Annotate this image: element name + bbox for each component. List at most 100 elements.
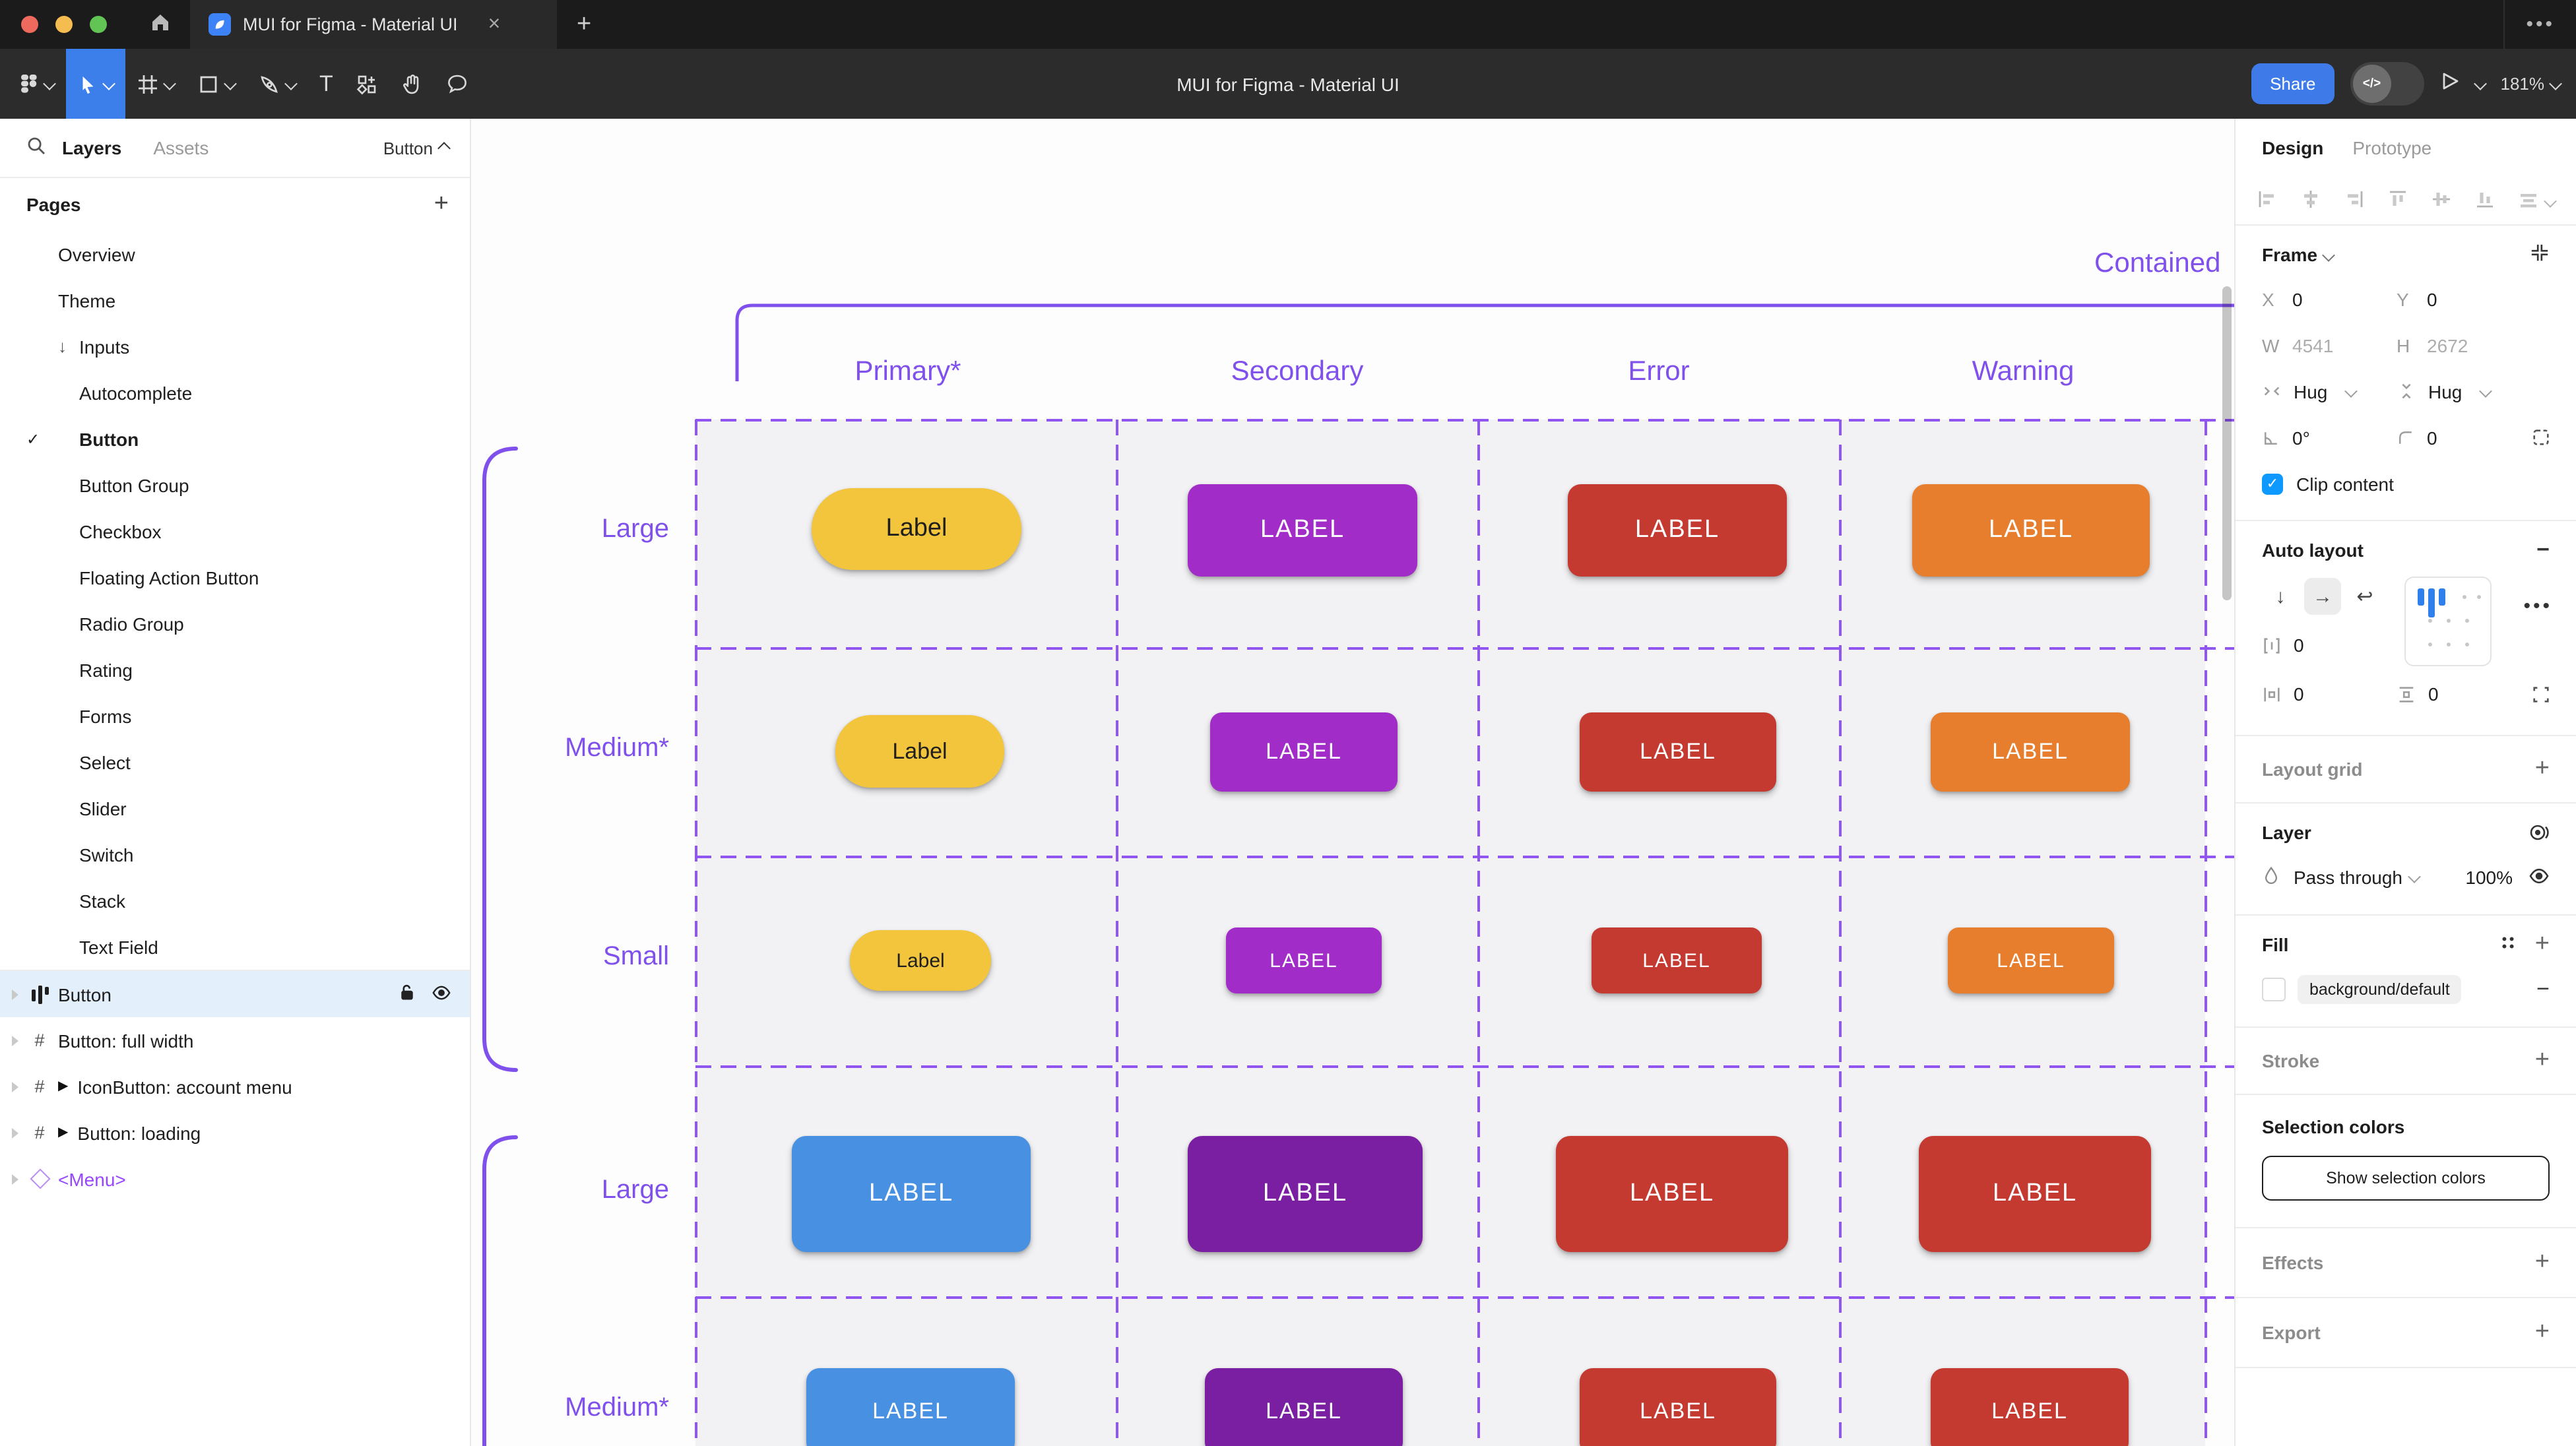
share-button[interactable]: Share: [2251, 63, 2334, 104]
mui-button[interactable]: LABEL: [1912, 484, 2150, 577]
blend-mode-dropdown[interactable]: Pass through: [2294, 867, 2420, 888]
page-item[interactable]: Theme: [0, 277, 470, 323]
distribute-icon[interactable]: [2518, 190, 2557, 211]
mui-button[interactable]: Label: [850, 930, 991, 991]
height-field[interactable]: H 2672: [2397, 334, 2468, 356]
eye-icon[interactable]: [2528, 865, 2550, 890]
close-tab-icon[interactable]: ×: [488, 13, 501, 35]
page-item[interactable]: Rating: [0, 646, 470, 693]
layer-opacity-field[interactable]: 100%: [2465, 867, 2513, 888]
mui-button[interactable]: LABEL: [1226, 927, 1382, 993]
align-bottom-icon[interactable]: [2474, 188, 2496, 213]
page-item[interactable]: Select: [0, 739, 470, 785]
window-more-icon[interactable]: •••: [2503, 0, 2576, 49]
horizontal-sizing-dropdown[interactable]: Hug: [2262, 381, 2397, 402]
page-item[interactable]: Slider: [0, 785, 470, 831]
page-item[interactable]: Radio Group: [0, 600, 470, 646]
page-item[interactable]: ✓ Button: [0, 416, 470, 462]
fill-token-chip[interactable]: background/default: [2298, 975, 2462, 1004]
add-stroke-button[interactable]: +: [2534, 1046, 2550, 1074]
mui-button[interactable]: Label: [812, 488, 1021, 570]
disclosure-chevron-icon[interactable]: [12, 1081, 18, 1092]
rotation-field[interactable]: 0°: [2262, 427, 2397, 448]
page-item[interactable]: Forms: [0, 693, 470, 739]
styles-icon[interactable]: [2499, 934, 2517, 955]
row-header[interactable]: Large: [601, 1176, 669, 1205]
blend-mode-icon[interactable]: [2528, 822, 2550, 843]
add-fill-button[interactable]: +: [2534, 930, 2550, 958]
shape-tool-button[interactable]: [186, 49, 247, 119]
disclosure-chevron-icon[interactable]: [12, 1035, 18, 1046]
layer-row[interactable]: <Menu>: [0, 1156, 470, 1202]
mui-button[interactable]: LABEL: [1919, 1136, 2151, 1252]
mui-button[interactable]: Label: [835, 715, 1004, 788]
disclosure-chevron-icon[interactable]: [12, 989, 18, 999]
vertical-sizing-dropdown[interactable]: Hug: [2397, 381, 2531, 402]
individual-padding-icon[interactable]: [2531, 684, 2551, 704]
move-tool-button[interactable]: [66, 49, 125, 119]
fill-color-swatch[interactable]: [2262, 978, 2286, 1001]
row-header[interactable]: Large: [601, 515, 669, 544]
layer-row[interactable]: # ▶ Button: loading: [0, 1110, 470, 1156]
align-center-h-icon[interactable]: [2300, 188, 2321, 213]
vertical-padding-field[interactable]: 0: [2397, 683, 2531, 705]
page-item[interactable]: ↓ Inputs: [0, 323, 470, 369]
add-page-button[interactable]: +: [434, 190, 449, 218]
column-header[interactable]: Error: [1628, 356, 1690, 387]
page-item[interactable]: Button Group: [0, 462, 470, 508]
add-layout-grid-button[interactable]: +: [2534, 755, 2550, 782]
mui-button[interactable]: LABEL: [1205, 1368, 1403, 1446]
page-item[interactable]: Floating Action Button: [0, 554, 470, 600]
layer-row[interactable]: # ▶ IconButton: account menu: [0, 1063, 470, 1110]
collapse-icon[interactable]: [2530, 243, 2550, 267]
search-icon[interactable]: [26, 136, 46, 160]
zoom-window-button[interactable]: [90, 16, 107, 33]
dev-mode-toggle[interactable]: </>: [2350, 62, 2424, 106]
align-right-icon[interactable]: [2344, 188, 2365, 213]
canvas[interactable]: Contained Primary* Secondary Error Warning L…: [471, 119, 2234, 1446]
row-header[interactable]: Medium*: [565, 1393, 669, 1422]
mui-button[interactable]: LABEL: [1580, 712, 1776, 792]
remove-fill-button[interactable]: −: [2536, 976, 2550, 1001]
tab-assets[interactable]: Assets: [153, 137, 209, 158]
alignment-widget[interactable]: [2404, 577, 2492, 666]
mui-button[interactable]: LABEL: [1556, 1136, 1788, 1252]
mui-button[interactable]: LABEL: [1592, 927, 1762, 993]
column-header[interactable]: Primary*: [854, 356, 961, 387]
show-selection-colors-button[interactable]: Show selection colors: [2262, 1156, 2550, 1201]
independent-corners-icon[interactable]: [2531, 427, 2551, 447]
auto-layout-more-icon[interactable]: •••: [2523, 595, 2552, 617]
unlock-icon[interactable]: [399, 983, 416, 1005]
present-button[interactable]: [2440, 71, 2487, 97]
direction-down-button[interactable]: ↓: [2275, 585, 2286, 608]
gap-field[interactable]: 0: [2262, 635, 2397, 656]
direction-right-button[interactable]: →: [2304, 578, 2341, 615]
corner-radius-field[interactable]: 0: [2397, 427, 2531, 448]
page-item[interactable]: Checkbox: [0, 508, 470, 554]
zoom-level-dropdown[interactable]: 181%: [2501, 74, 2562, 94]
mui-button[interactable]: LABEL: [1931, 712, 2130, 792]
comment-tool-button[interactable]: [435, 49, 481, 119]
file-tab[interactable]: MUI for Figma - Material UI ×: [190, 0, 557, 49]
eye-icon[interactable]: [432, 982, 451, 1006]
page-item[interactable]: Text Field: [0, 924, 470, 970]
row-header[interactable]: Small: [602, 942, 669, 971]
mui-button[interactable]: LABEL: [806, 1368, 1015, 1446]
mui-button[interactable]: LABEL: [1948, 927, 2114, 993]
pen-tool-button[interactable]: [247, 49, 307, 119]
frame-tool-button[interactable]: [125, 49, 186, 119]
page-item[interactable]: Autocomplete: [0, 369, 470, 416]
current-page-selector[interactable]: Button: [383, 138, 451, 158]
row-header[interactable]: Medium*: [565, 734, 669, 763]
add-export-button[interactable]: +: [2534, 1318, 2550, 1346]
remove-auto-layout-button[interactable]: −: [2536, 537, 2550, 562]
canvas-scrollbar[interactable]: [2222, 286, 2232, 600]
tab-design[interactable]: Design: [2262, 137, 2324, 158]
width-field[interactable]: W 4541: [2262, 334, 2334, 356]
disclosure-chevron-icon[interactable]: [12, 1174, 18, 1184]
page-item[interactable]: Switch: [0, 831, 470, 877]
mui-button[interactable]: LABEL: [1188, 1136, 1423, 1252]
tab-layers[interactable]: Layers: [62, 137, 122, 158]
column-header[interactable]: Secondary: [1231, 356, 1364, 387]
